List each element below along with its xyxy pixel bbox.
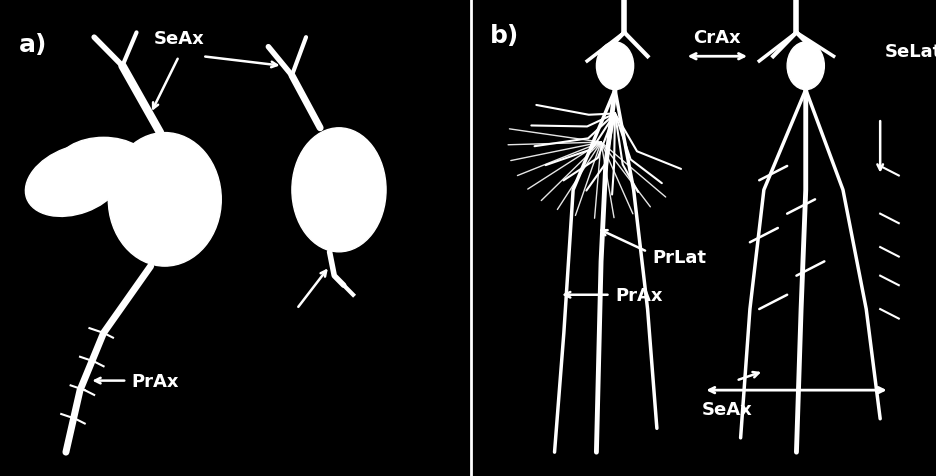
Text: CrAx: CrAx — [694, 29, 741, 47]
Text: a): a) — [19, 33, 47, 57]
Text: PrLat: PrLat — [652, 248, 707, 266]
Ellipse shape — [56, 138, 151, 195]
Ellipse shape — [25, 145, 125, 217]
Ellipse shape — [596, 43, 634, 90]
Ellipse shape — [109, 133, 221, 267]
Ellipse shape — [292, 129, 386, 252]
Text: PrAx: PrAx — [132, 372, 180, 390]
Text: SeLat: SeLat — [885, 43, 936, 61]
Text: b): b) — [490, 24, 519, 48]
Ellipse shape — [787, 43, 825, 90]
Text: PrAx: PrAx — [615, 286, 663, 304]
Text: SeAx: SeAx — [701, 400, 752, 418]
Text: SeAx: SeAx — [154, 30, 204, 48]
